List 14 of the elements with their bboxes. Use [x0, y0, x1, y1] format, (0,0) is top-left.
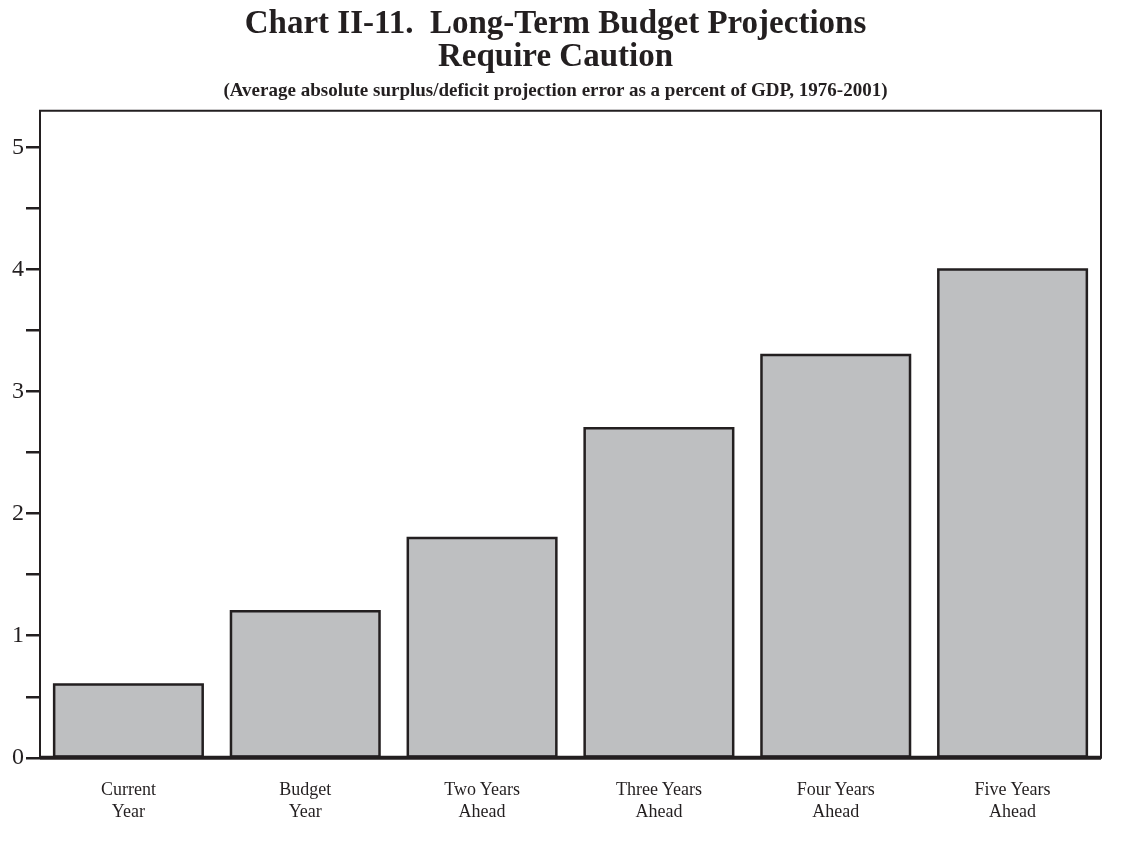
x-tick-label: Five Years Ahead: [974, 779, 1051, 821]
x-tick-label: Two Years Ahead: [444, 779, 520, 821]
x-tick-label: Three Years Ahead: [615, 779, 702, 821]
y-tick-label: 5: [12, 132, 24, 159]
x-tick-label: Budget Year: [279, 779, 332, 821]
x-tick-label: Four Years Ahead: [796, 779, 875, 821]
x-tick-label: Current Year: [100, 779, 156, 821]
chart-title: Chart II-11. Long-Term Budget Projections Require Caution: [244, 4, 867, 74]
chart-subtitle: (Average absolute surplus/deficit projection error as a percent of GDP, 1976-2001): [223, 79, 888, 102]
y-tick-label: 4: [12, 254, 24, 281]
y-tick-label: 0: [12, 743, 24, 770]
y-tick-label: 3: [12, 376, 24, 403]
y-tick-label: 2: [12, 498, 24, 525]
y-tick-label: 1: [12, 621, 24, 648]
